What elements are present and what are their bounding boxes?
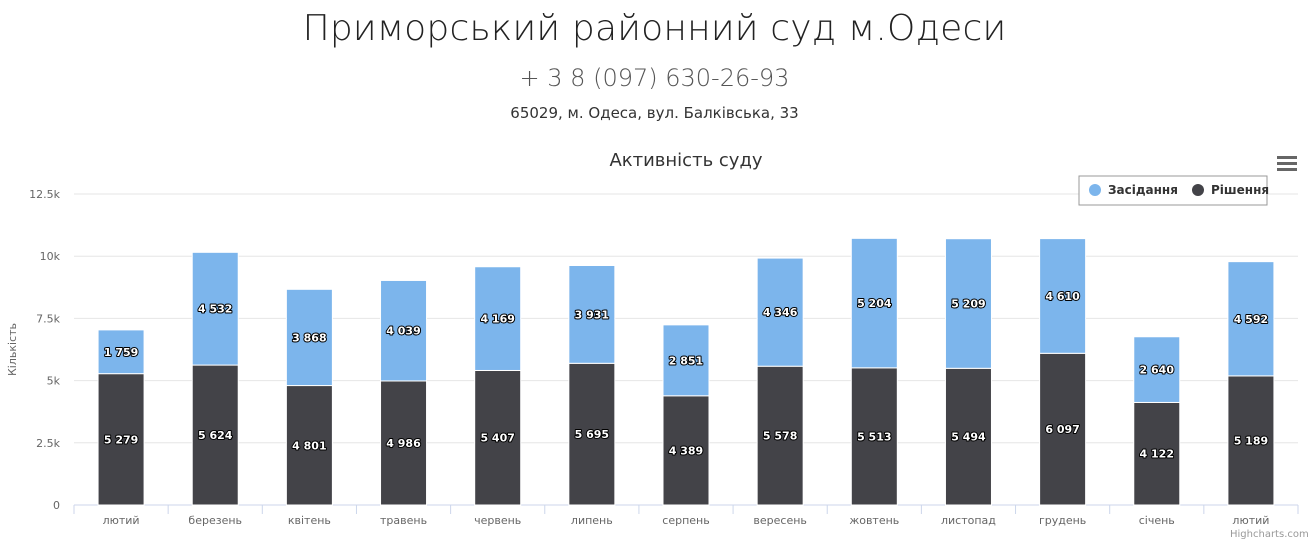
data-label-rishennia: 5 695	[575, 428, 609, 441]
chart-menu-icon[interactable]	[1276, 154, 1298, 174]
x-tick-label: лютий	[103, 514, 140, 527]
y-axis-title: Кількість	[6, 323, 19, 376]
data-label-rishennia: 5 494	[951, 431, 986, 444]
bar-rishennia[interactable]	[97, 373, 145, 506]
data-label-rishennia: 4 986	[386, 437, 421, 450]
data-label-rishennia: 4 122	[1140, 448, 1174, 461]
x-tick-label: січень	[1139, 514, 1175, 527]
data-label-zasidannia: 5 209	[951, 298, 985, 311]
data-label-zasidannia: 4 610	[1045, 290, 1080, 303]
court-phone: + 3 8 (097) 630-26-93	[519, 64, 790, 92]
data-label-rishennia: 5 578	[763, 430, 797, 443]
bar-zasidannia[interactable]	[850, 237, 898, 369]
bar-rishennia[interactable]	[756, 365, 804, 506]
y-tick-label: 12.5k	[29, 188, 60, 201]
x-tick-label: лютий	[1232, 514, 1269, 527]
data-label-zasidannia: 4 346	[763, 306, 798, 319]
x-tick-label: жовтень	[849, 514, 899, 527]
data-label-rishennia: 5 624	[198, 429, 233, 442]
bar-zasidannia[interactable]	[944, 238, 992, 369]
bar-zasidannia[interactable]	[474, 266, 522, 371]
data-label-zasidannia: 5 204	[857, 297, 892, 310]
legend-marker[interactable]	[1192, 184, 1204, 196]
data-label-zasidannia: 2 851	[669, 354, 703, 367]
bar-rishennia[interactable]	[850, 367, 898, 506]
bar-zasidannia[interactable]	[191, 251, 239, 366]
data-label-rishennia: 4 389	[669, 444, 703, 457]
data-label-zasidannia: 4 532	[198, 303, 232, 316]
data-label-zasidannia: 3 931	[575, 308, 609, 321]
x-tick-label: квітень	[288, 514, 331, 527]
data-label-zasidannia: 2 640	[1140, 364, 1175, 377]
data-label-zasidannia: 4 039	[386, 325, 420, 338]
y-tick-label: 7.5k	[36, 312, 60, 325]
bar-zasidannia[interactable]	[1039, 238, 1087, 354]
data-label-rishennia: 5 189	[1234, 434, 1268, 447]
bar-zasidannia[interactable]	[380, 279, 428, 382]
data-label-zasidannia: 4 169	[480, 313, 514, 326]
legend-item-label[interactable]: Засідання	[1108, 183, 1178, 197]
data-label-zasidannia: 3 868	[292, 331, 326, 344]
highcharts-credits[interactable]: Highcharts.com	[1230, 529, 1309, 540]
bar-rishennia[interactable]	[380, 380, 428, 506]
legend-marker[interactable]	[1089, 184, 1101, 196]
bar-zasidannia[interactable]	[1133, 336, 1181, 403]
bar-zasidannia[interactable]	[285, 288, 333, 387]
x-tick-label: травень	[380, 514, 427, 527]
bar-rishennia[interactable]	[474, 369, 522, 506]
data-label-rishennia: 5 513	[857, 430, 891, 443]
x-tick-label: листопад	[941, 514, 996, 527]
bar-zasidannia[interactable]	[662, 324, 710, 397]
y-tick-label: 0	[53, 499, 60, 512]
x-tick-label: липень	[571, 514, 613, 527]
y-tick-label: 5k	[47, 375, 61, 388]
bar-rishennia[interactable]	[1039, 352, 1087, 506]
bar-rishennia[interactable]	[191, 364, 239, 506]
y-tick-label: 2.5k	[36, 437, 60, 450]
page-title: Приморський районний суд м.Одеси	[302, 8, 1007, 49]
data-label-rishennia: 4 801	[292, 439, 326, 452]
x-tick-label: червень	[474, 514, 521, 527]
bar-zasidannia[interactable]	[97, 329, 145, 375]
chart-title: Активність суду	[609, 150, 762, 171]
data-label-rishennia: 5 407	[480, 432, 514, 445]
bar-zasidannia[interactable]	[1227, 261, 1275, 377]
legend-item-label[interactable]: Рішення	[1211, 183, 1269, 197]
court-address: 65029, м. Одеса, вул. Балківська, 33	[510, 104, 799, 122]
x-tick-label: грудень	[1039, 514, 1086, 527]
x-tick-label: березень	[188, 514, 242, 527]
bar-zasidannia[interactable]	[756, 257, 804, 367]
legend-box	[1078, 175, 1268, 206]
y-tick-label: 10k	[40, 250, 61, 263]
data-label-zasidannia: 4 592	[1234, 313, 1268, 326]
x-tick-label: серпень	[662, 514, 709, 527]
bar-rishennia[interactable]	[285, 385, 333, 506]
x-tick-label: вересень	[753, 514, 807, 527]
bar-rishennia[interactable]	[568, 362, 616, 506]
bar-rishennia[interactable]	[1133, 401, 1181, 506]
data-label-zasidannia: 1 759	[104, 346, 138, 359]
bar-rishennia[interactable]	[1227, 375, 1275, 506]
data-label-rishennia: 5 279	[104, 433, 138, 446]
data-label-rishennia: 6 097	[1045, 423, 1079, 436]
bar-zasidannia[interactable]	[568, 265, 616, 364]
